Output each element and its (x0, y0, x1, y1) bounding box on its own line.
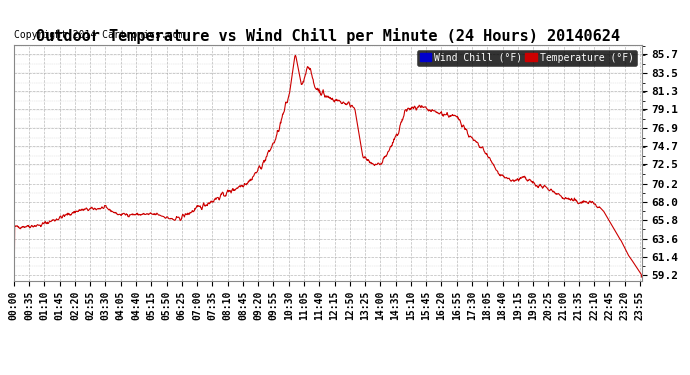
Title: Outdoor Temperature vs Wind Chill per Minute (24 Hours) 20140624: Outdoor Temperature vs Wind Chill per Mi… (36, 28, 620, 44)
Text: Copyright 2014 Cartronics.com: Copyright 2014 Cartronics.com (14, 30, 184, 40)
Legend: Wind Chill (°F), Temperature (°F): Wind Chill (°F), Temperature (°F) (417, 50, 637, 66)
